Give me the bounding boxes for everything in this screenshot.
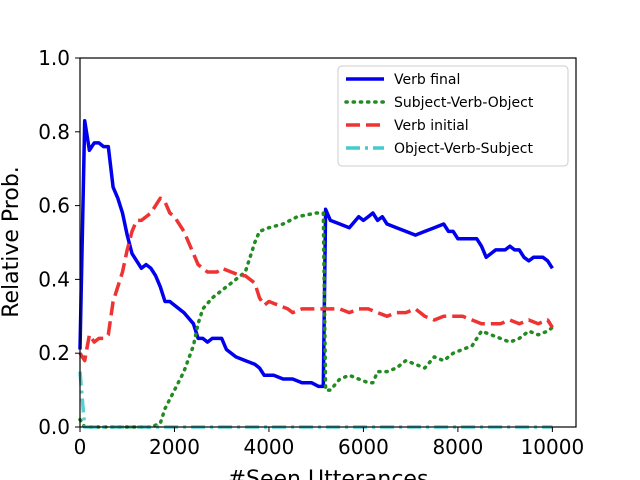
series-line-verb-final [78, 118, 554, 389]
series-line-subject-verb-object [78, 211, 555, 429]
x-axis: 0 2000 4000 6000 8000 10000 [74, 427, 585, 459]
legend-label: Subject-Verb-Object [394, 95, 534, 111]
y-tick-label: 0.6 [38, 194, 70, 218]
y-tick-label: 0.2 [38, 341, 70, 365]
x-tick-label: 6000 [338, 435, 389, 459]
y-tick-label: 0.4 [38, 267, 70, 291]
series-line-verb-initial [78, 196, 554, 363]
x-tick-label: 8000 [432, 435, 483, 459]
plot-frame [79, 57, 577, 428]
legend-label: Verb initial [394, 118, 469, 134]
legend: Verb final Subject-Verb-Object Verb initia… [337, 65, 569, 167]
x-axis-label: #Seen Utterances [228, 467, 429, 480]
y-tick-label: 0.8 [38, 120, 70, 144]
x-tick-label: 4000 [243, 435, 294, 459]
x-tick-label: 0 [74, 435, 87, 459]
y-axis: 0.0 0.2 0.4 0.6 0.8 1.0 [38, 46, 80, 439]
y-tick-label: 0.0 [38, 415, 70, 439]
legend-box [337, 65, 569, 167]
legend-label: Object-Verb-Subject [394, 141, 533, 157]
y-axis-label: Relative Prob. [0, 166, 24, 318]
x-tick-label: 10000 [521, 435, 585, 459]
y-tick-label: 1.0 [38, 46, 70, 70]
x-tick-label: 2000 [149, 435, 200, 459]
legend-label: Verb final [394, 72, 460, 88]
